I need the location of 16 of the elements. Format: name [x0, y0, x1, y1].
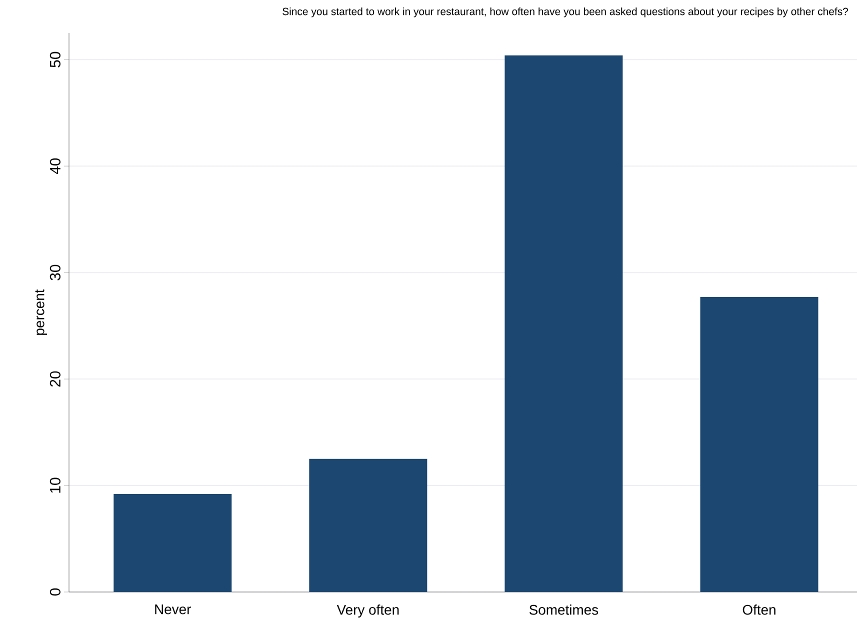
y-tick-label: 0 — [50, 588, 60, 596]
y-tick-label: 20 — [50, 371, 60, 387]
bar — [309, 458, 428, 592]
y-tick-label: 40 — [50, 158, 60, 174]
bar — [114, 494, 232, 592]
x-tick-label: Sometimes — [529, 604, 598, 615]
x-tick-label: Often — [742, 604, 776, 615]
bar — [700, 297, 818, 592]
bar — [504, 55, 623, 592]
x-tick-label: Very often — [336, 604, 399, 618]
chart-title: Since you started to work in your restaurant, how often have you been asked questions about your recipes by other chefs? — [282, 8, 848, 18]
x-tick-label: Never — [155, 604, 192, 614]
y-axis-title: percent — [35, 289, 48, 335]
y-tick-label: 30 — [50, 264, 60, 280]
y-tick-label: 50 — [50, 52, 60, 68]
y-tick-label: 10 — [50, 478, 60, 493]
